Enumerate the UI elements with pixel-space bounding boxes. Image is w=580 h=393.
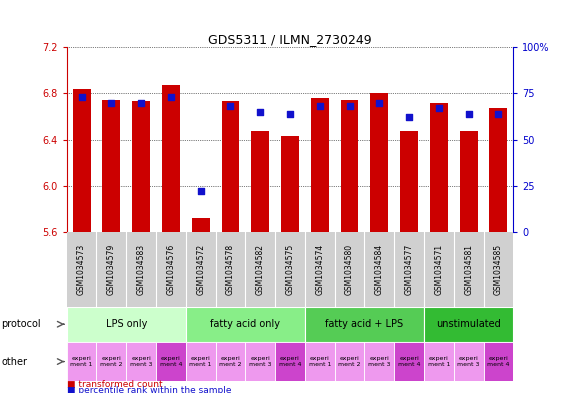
Text: GSM1034579: GSM1034579 [107,244,116,295]
Bar [281,136,299,232]
Bar [335,342,364,381]
Bar [305,342,335,381]
Point [285,110,295,117]
Text: GSM1034576: GSM1034576 [166,244,175,295]
Text: fatty acid + LPS: fatty acid + LPS [325,319,404,329]
Bar [186,342,216,381]
Bar [72,89,90,232]
Point [166,94,176,100]
Bar [340,100,358,232]
Title: GDS5311 / ILMN_2730249: GDS5311 / ILMN_2730249 [208,33,372,46]
Text: GSM1034578: GSM1034578 [226,244,235,295]
Text: GSM1034573: GSM1034573 [77,244,86,295]
Bar [371,94,388,232]
Bar [132,101,150,232]
Text: unstimulated: unstimulated [436,319,501,329]
Bar [156,342,186,381]
Bar [192,218,209,232]
Text: GSM1034572: GSM1034572 [196,244,205,295]
Text: GSM1034583: GSM1034583 [137,244,146,295]
Bar [484,342,513,381]
Text: GSM1034575: GSM1034575 [285,244,295,295]
Text: GSM1034584: GSM1034584 [375,244,384,295]
Point [256,108,265,115]
Bar [311,98,329,232]
Point [315,103,324,109]
Bar [103,100,120,232]
Point [136,99,146,106]
Text: GSM1034574: GSM1034574 [316,244,324,295]
Text: GSM1034585: GSM1034585 [494,244,503,295]
Text: protocol: protocol [1,319,41,329]
Text: ■ transformed count: ■ transformed count [67,380,162,389]
Point [226,103,235,109]
Text: GSM1034581: GSM1034581 [464,244,473,295]
Bar [216,342,245,381]
Text: experi
ment 1: experi ment 1 [427,356,450,367]
Bar [400,131,418,232]
Bar [186,307,305,342]
Text: experi
ment 4: experi ment 4 [398,356,420,367]
Point [434,105,444,111]
Text: LPS only: LPS only [106,319,147,329]
Text: GSM1034580: GSM1034580 [345,244,354,295]
Text: experi
ment 1: experi ment 1 [309,356,331,367]
Bar [424,342,454,381]
Bar [460,131,477,232]
Bar [424,307,513,342]
Bar [454,342,484,381]
Bar [490,108,508,232]
Bar [67,342,96,381]
Bar [305,307,424,342]
Text: experi
ment 2: experi ment 2 [219,356,242,367]
Point [345,103,354,109]
Bar [162,85,180,232]
Point [404,114,414,121]
Text: GSM1034571: GSM1034571 [434,244,443,295]
Text: experi
ment 4: experi ment 4 [160,356,182,367]
Text: experi
ment 1: experi ment 1 [190,356,212,367]
Point [107,99,116,106]
Bar [251,131,269,232]
Text: experi
ment 3: experi ment 3 [368,356,390,367]
Bar [394,342,424,381]
Point [375,99,384,106]
Text: fatty acid only: fatty acid only [211,319,280,329]
Text: experi
ment 1: experi ment 1 [70,356,93,367]
Bar [245,342,275,381]
Text: GSM1034582: GSM1034582 [256,244,264,295]
Text: other: other [1,356,27,367]
Text: experi
ment 3: experi ment 3 [130,356,153,367]
Point [196,188,205,195]
Bar [275,342,305,381]
Point [77,94,86,100]
Text: experi
ment 3: experi ment 3 [249,356,271,367]
Text: experi
ment 2: experi ment 2 [338,356,361,367]
Text: experi
ment 2: experi ment 2 [100,356,122,367]
Text: GSM1034577: GSM1034577 [405,244,414,295]
Bar [126,342,156,381]
Bar [430,103,448,232]
Text: experi
ment 4: experi ment 4 [279,356,301,367]
Text: experi
ment 3: experi ment 3 [458,356,480,367]
Bar [364,342,394,381]
Text: ■ percentile rank within the sample: ■ percentile rank within the sample [67,386,231,393]
Bar [96,342,126,381]
Bar [67,307,186,342]
Text: experi
ment 4: experi ment 4 [487,356,510,367]
Point [494,110,503,117]
Point [464,110,473,117]
Bar [222,101,240,232]
